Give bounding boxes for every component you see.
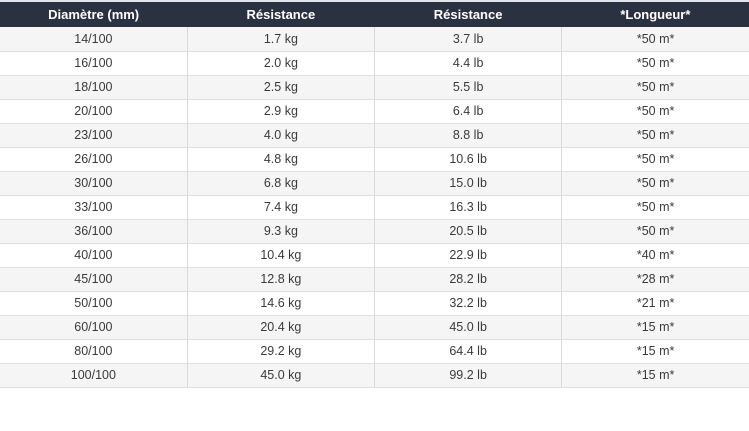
header-cell-resistance-lb: Résistance [374, 1, 562, 27]
cell-diameter: 33/100 [0, 195, 188, 220]
cell-resistance-kg: 7.4 kg [186, 195, 375, 220]
table-row: 20/100 2.9 kg 6.4 lb *50 m* [0, 99, 749, 124]
cell-resistance-lb: 8.8 lb [373, 123, 562, 148]
cell-resistance-kg: 4.8 kg [186, 147, 375, 172]
cell-diameter: 100/100 [0, 363, 188, 388]
cell-diameter: 40/100 [0, 243, 188, 268]
cell-resistance-kg: 29.2 kg [186, 339, 375, 364]
cell-length: *50 m* [561, 75, 749, 100]
table-row: 50/100 14.6 kg 32.2 lb *21 m* [0, 291, 749, 316]
cell-diameter: 16/100 [0, 51, 188, 76]
cell-resistance-kg: 2.5 kg [186, 75, 375, 100]
cell-length: *28 m* [561, 267, 749, 292]
cell-length: *50 m* [561, 219, 749, 244]
cell-resistance-lb: 3.7 lb [373, 27, 562, 52]
cell-resistance-kg: 45.0 kg [186, 363, 375, 388]
cell-diameter: 36/100 [0, 219, 188, 244]
header-cell-resistance-kg: Résistance [187, 1, 375, 27]
header-row: Diamètre (mm) Résistance Résistance *Lon… [0, 1, 749, 27]
cell-resistance-lb: 4.4 lb [373, 51, 562, 76]
cell-resistance-kg: 4.0 kg [186, 123, 375, 148]
cell-diameter: 45/100 [0, 267, 188, 292]
header-cell-diameter: Diamètre (mm) [0, 1, 188, 27]
table-row: 33/100 7.4 kg 16.3 lb *50 m* [0, 195, 749, 220]
cell-diameter: 26/100 [0, 147, 188, 172]
cell-resistance-kg: 6.8 kg [186, 171, 375, 196]
cell-resistance-kg: 1.7 kg [186, 27, 375, 52]
table-header: Diamètre (mm) Résistance Résistance *Lon… [0, 1, 749, 27]
table-row: 26/100 4.8 kg 10.6 lb *50 m* [0, 147, 749, 172]
cell-length: *50 m* [561, 195, 749, 220]
cell-diameter: 30/100 [0, 171, 188, 196]
cell-diameter: 23/100 [0, 123, 188, 148]
product-spec-table: Diamètre (mm) Résistance Résistance *Lon… [0, 0, 749, 388]
cell-length: *50 m* [561, 99, 749, 124]
cell-length: *50 m* [561, 171, 749, 196]
cell-resistance-lb: 32.2 lb [373, 291, 562, 316]
cell-resistance-kg: 20.4 kg [186, 315, 375, 340]
cell-resistance-kg: 2.0 kg [186, 51, 375, 76]
table-row: 14/100 1.7 kg 3.7 lb *50 m* [0, 27, 749, 52]
table-row: 60/100 20.4 kg 45.0 lb *15 m* [0, 315, 749, 340]
cell-resistance-kg: 12.8 kg [186, 267, 375, 292]
cell-resistance-lb: 64.4 lb [373, 339, 562, 364]
cell-resistance-lb: 15.0 lb [373, 171, 562, 196]
cell-diameter: 18/100 [0, 75, 188, 100]
table-row: 80/100 29.2 kg 64.4 lb *15 m* [0, 339, 749, 364]
table-row: 36/100 9.3 kg 20.5 lb *50 m* [0, 219, 749, 244]
cell-resistance-lb: 99.2 lb [373, 363, 562, 388]
page: Diamètre (mm) Résistance Résistance *Lon… [0, 0, 749, 388]
table-row: 23/100 4.0 kg 8.8 lb *50 m* [0, 123, 749, 148]
cell-diameter: 50/100 [0, 291, 188, 316]
cell-resistance-lb: 10.6 lb [373, 147, 562, 172]
table-row: 45/100 12.8 kg 28.2 lb *28 m* [0, 267, 749, 292]
table-row: 16/100 2.0 kg 4.4 lb *50 m* [0, 51, 749, 76]
cell-length: *50 m* [561, 27, 749, 52]
table-row: 30/100 6.8 kg 15.0 lb *50 m* [0, 171, 749, 196]
cell-length: *15 m* [561, 339, 749, 364]
cell-resistance-kg: 14.6 kg [186, 291, 375, 316]
cell-diameter: 80/100 [0, 339, 188, 364]
cell-length: *50 m* [561, 123, 749, 148]
cell-resistance-kg: 2.9 kg [186, 99, 375, 124]
table-row: 18/100 2.5 kg 5.5 lb *50 m* [0, 75, 749, 100]
cell-length: *50 m* [561, 51, 749, 76]
header-cell-length: *Longueur* [561, 1, 749, 27]
cell-length: *21 m* [561, 291, 749, 316]
cell-resistance-lb: 6.4 lb [373, 99, 562, 124]
cell-length: *15 m* [561, 315, 749, 340]
cell-diameter: 14/100 [0, 27, 188, 52]
cell-diameter: 20/100 [0, 99, 188, 124]
cell-resistance-lb: 20.5 lb [373, 219, 562, 244]
cell-resistance-kg: 10.4 kg [186, 243, 375, 268]
cell-length: *50 m* [561, 147, 749, 172]
table-body: 14/100 1.7 kg 3.7 lb *50 m* 16/100 2.0 k… [0, 27, 749, 388]
table-row: 100/100 45.0 kg 99.2 lb *15 m* [0, 363, 749, 388]
cell-resistance-lb: 5.5 lb [373, 75, 562, 100]
cell-resistance-lb: 22.9 lb [373, 243, 562, 268]
cell-resistance-lb: 45.0 lb [373, 315, 562, 340]
table-row: 40/100 10.4 kg 22.9 lb *40 m* [0, 243, 749, 268]
cell-length: *15 m* [561, 363, 749, 388]
cell-resistance-lb: 28.2 lb [373, 267, 562, 292]
cell-resistance-kg: 9.3 kg [186, 219, 375, 244]
cell-resistance-lb: 16.3 lb [373, 195, 562, 220]
cell-length: *40 m* [561, 243, 749, 268]
cell-diameter: 60/100 [0, 315, 188, 340]
